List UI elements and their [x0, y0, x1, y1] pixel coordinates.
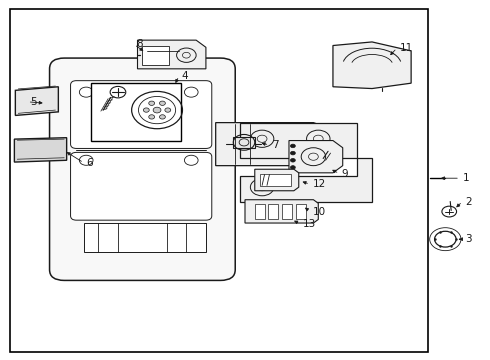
Circle shape: [159, 115, 165, 119]
Polygon shape: [15, 87, 58, 116]
Bar: [91, 83, 181, 140]
Circle shape: [148, 102, 156, 108]
FancyBboxPatch shape: [71, 152, 212, 220]
Polygon shape: [333, 42, 411, 89]
Bar: [255, 204, 265, 219]
Polygon shape: [216, 123, 333, 166]
Text: 4: 4: [181, 71, 188, 81]
Polygon shape: [255, 169, 299, 191]
Bar: [269, 204, 278, 219]
Circle shape: [134, 102, 142, 108]
Polygon shape: [289, 140, 343, 173]
Bar: [282, 204, 292, 219]
Bar: [294, 157, 323, 167]
Circle shape: [149, 115, 155, 119]
Polygon shape: [240, 123, 357, 158]
Bar: [143, 45, 169, 65]
Bar: [10, 9, 428, 352]
Polygon shape: [138, 40, 206, 69]
Circle shape: [291, 158, 295, 162]
Polygon shape: [14, 138, 67, 162]
Text: 1: 1: [463, 173, 469, 183]
Text: 7: 7: [272, 140, 278, 150]
Text: 5: 5: [30, 97, 37, 107]
Circle shape: [141, 107, 149, 113]
FancyBboxPatch shape: [71, 81, 212, 148]
Text: 13: 13: [303, 219, 316, 229]
Circle shape: [149, 101, 155, 105]
FancyBboxPatch shape: [49, 58, 235, 280]
Bar: [84, 223, 206, 252]
Circle shape: [165, 108, 171, 112]
Text: 10: 10: [313, 207, 325, 217]
Circle shape: [144, 108, 149, 112]
Polygon shape: [240, 158, 372, 202]
Polygon shape: [233, 137, 255, 148]
Text: 11: 11: [399, 43, 413, 53]
Circle shape: [153, 107, 161, 113]
Polygon shape: [245, 200, 318, 223]
Text: 6: 6: [86, 158, 93, 168]
Text: 8: 8: [137, 40, 143, 49]
Circle shape: [291, 151, 295, 155]
Bar: [296, 204, 306, 219]
Circle shape: [159, 101, 165, 105]
Text: 9: 9: [342, 168, 348, 179]
Text: 2: 2: [465, 197, 471, 207]
Circle shape: [291, 144, 295, 148]
Text: 3: 3: [465, 234, 471, 244]
Bar: [96, 112, 116, 125]
Circle shape: [291, 166, 295, 169]
Bar: [260, 174, 292, 186]
Text: 12: 12: [313, 179, 326, 189]
